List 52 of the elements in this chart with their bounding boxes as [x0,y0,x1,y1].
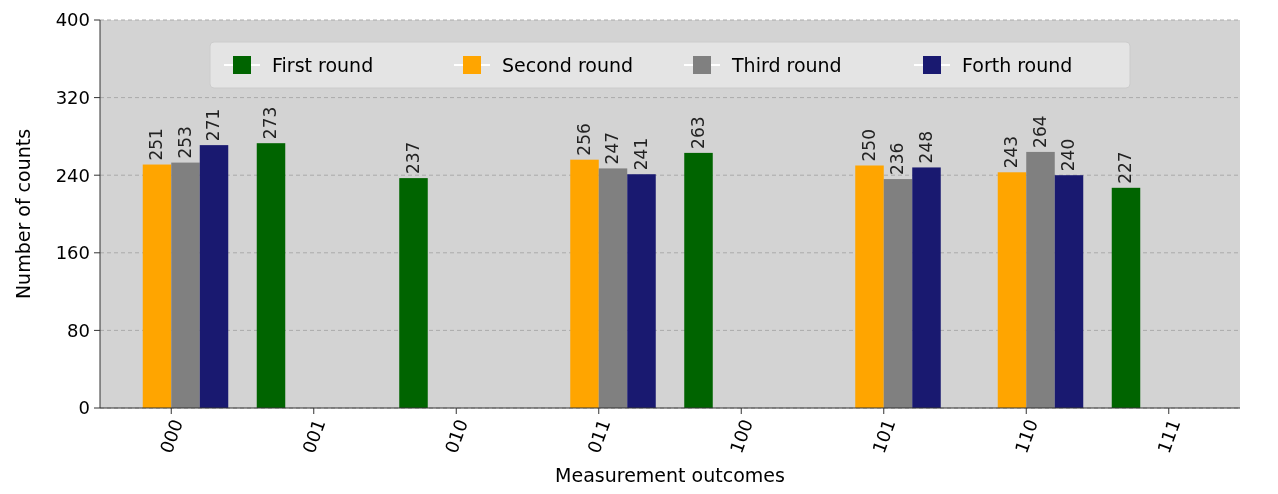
data-label: 241 [630,137,651,171]
bar [855,165,884,408]
bar [1054,175,1084,408]
y-tick-label: 160 [55,242,90,264]
bar [684,152,713,408]
x-tick-label: 100 [725,416,757,456]
data-label: 247 [602,131,622,165]
data-label: 264 [1029,115,1050,148]
data-label: 273 [260,106,280,140]
bar [171,162,200,408]
bar [883,179,913,408]
bar [256,143,286,408]
data-label: 227 [1115,151,1135,184]
bar [142,164,172,408]
y-tick-label: 240 [55,164,90,186]
data-label: 256 [573,123,594,156]
x-tick-label: 101 [867,416,900,456]
data-label: 248 [915,130,936,164]
data-label: 237 [402,141,423,175]
x-tick-label: 011 [582,416,615,456]
data-label: 250 [858,129,879,162]
bar [1111,187,1141,408]
data-label: 240 [1058,138,1078,172]
y-axis-title: Number of counts [12,128,34,300]
x-tick-label: 001 [297,416,330,456]
y-tick-label: 0 [78,397,90,419]
legend-label: Forth round [962,53,1073,76]
bar [570,159,599,408]
bar [627,174,656,408]
legend-label: Second round [502,53,634,76]
data-label: 251 [146,128,166,161]
bar [997,172,1027,408]
bar [1026,151,1055,408]
legend-label: First round [272,53,374,76]
y-tick-label: 80 [67,319,90,341]
x-tick-label: 110 [1010,416,1042,456]
x-axis-title: Measurement outcomes [555,464,785,486]
y-tick-label: 320 [55,86,90,108]
data-label: 243 [1001,135,1021,169]
legend-label: Third round [731,53,842,76]
data-label: 253 [174,126,195,159]
bar [912,167,941,408]
x-tick-label: 010 [440,416,472,456]
bar [598,168,628,408]
x-tick-label: 111 [1152,416,1185,456]
bar [199,145,229,408]
data-label: 236 [887,142,907,176]
y-tick-label: 400 [55,9,90,31]
bar [399,178,428,408]
data-label: 263 [687,116,708,149]
x-tick-label: 000 [155,416,187,456]
data-label: 271 [203,108,223,142]
